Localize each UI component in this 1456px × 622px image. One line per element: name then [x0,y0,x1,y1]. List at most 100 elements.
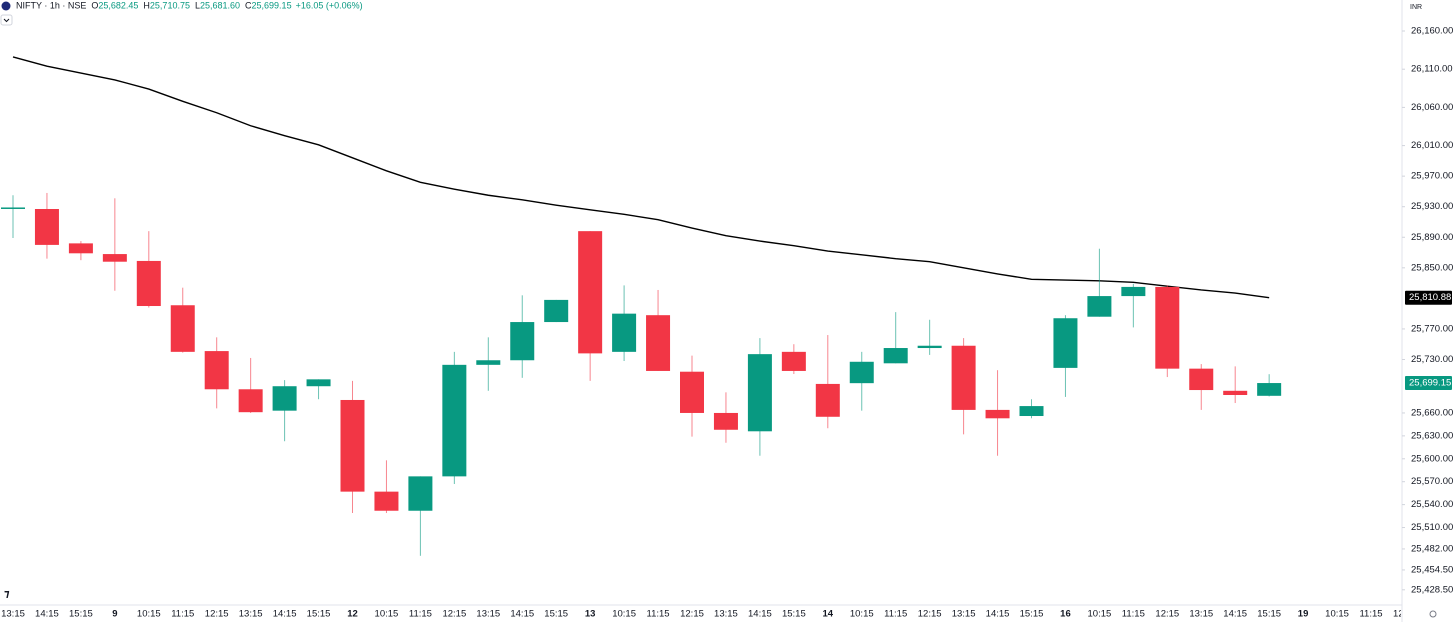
y-tick-label: 25,770.00 [1411,323,1453,334]
candle-body [747,354,772,432]
collapse-icon [3,18,10,23]
y-tick-label: 25,730.00 [1411,354,1453,365]
candle-body [951,345,976,410]
x-tick-label: 11:15 [1359,609,1382,620]
y-tick-label: 25,660.00 [1411,407,1453,418]
x-tick-label: 12:15 [1393,609,1417,620]
x-tick-label: 16 [1060,609,1071,620]
candle-body [578,231,603,354]
x-tick-label: 15:15 [1020,609,1044,620]
x-tick-label: 14:15 [510,609,534,620]
candle-body [849,361,874,384]
legend-text: 25,682.45 [98,1,138,11]
legend-text: 25,710.75 [150,1,190,11]
y-tick-label: 25,540.00 [1411,499,1453,510]
x-tick-label: 15:15 [1257,609,1281,620]
legend-text: 25,681.60 [200,1,240,11]
x-tick-label: 13:15 [714,609,738,620]
y-tick-label: 26,010.00 [1411,140,1453,151]
y-tick-label: 25,510.00 [1411,522,1453,533]
y-tick-label: 25,482.00 [1411,543,1453,554]
candle-body [680,371,704,413]
x-tick-label: 19 [1298,609,1309,620]
x-tick-label: 11:15 [171,609,194,620]
candle-body [1155,286,1180,369]
price-label: 25,810.88 [1409,292,1451,303]
candle-body [238,389,263,413]
x-tick-label: 11:15 [1122,609,1145,620]
x-tick-label: 14:15 [1223,609,1247,620]
x-tick-label: 12:15 [680,609,704,620]
x-tick-label: 10:15 [1325,609,1349,620]
x-tick-label: 12:15 [442,609,466,620]
candle-body [102,254,127,262]
candle-body [34,209,59,245]
candle-body [408,476,433,511]
x-tick-label: 12:15 [1155,609,1179,620]
candle-body [510,322,535,361]
x-tick-label: 13:15 [1,609,25,620]
y-tick-label: 25,970.00 [1411,171,1453,182]
settings-icon[interactable] [1429,610,1437,618]
candle-body [170,305,195,352]
x-tick-label: 13:15 [1189,609,1213,620]
x-tick-label: 12:15 [205,609,229,620]
y-tick-label: 25,428.50 [1411,584,1453,595]
candle-body [713,412,738,430]
x-tick-label: 13 [585,609,596,620]
candle-body [1189,368,1214,391]
x-tick-label: 15:15 [782,609,806,620]
candle-body [204,351,229,390]
candle-body [1,207,25,209]
x-tick-label: 11:15 [647,609,670,620]
price-label-box [1405,290,1452,305]
tv-logo: ⁊ [4,588,10,600]
x-tick-label: 15:15 [544,609,568,620]
candle-body [1087,296,1112,317]
y-tick-label: 25,600.00 [1411,453,1453,464]
legend-text: C [245,1,252,11]
legend-text: O [91,1,98,11]
candle-body [1257,383,1282,396]
x-tick-label: 9 [112,609,117,620]
y-tick-label: 26,160.00 [1411,26,1453,37]
legend-text: 25,699.15 [252,1,292,11]
x-tick-label: 10:15 [850,609,874,620]
candle-body [1121,286,1146,297]
collapse-button[interactable] [0,14,13,26]
candle-body [544,299,569,323]
x-tick-label: 13:15 [239,609,263,620]
x-tick-label: 10:15 [375,609,399,620]
y-tick-label: 25,890.00 [1411,232,1453,243]
x-tick-label: 10:15 [612,609,636,620]
x-tick-label: 14 [823,609,834,620]
candle-body [815,383,840,417]
y-tick-label: 25,454.50 [1411,564,1453,575]
candle-body [306,379,331,387]
x-tick-label: 14:15 [35,609,59,620]
y-tick-label: 25,570.00 [1411,476,1453,487]
plot [1,56,1282,556]
candle-body [476,360,501,365]
currency[interactable]: INR [1410,4,1422,11]
x-tick-label: 14:15 [748,609,772,620]
candle-body [136,260,161,307]
y-tick-label: 25,630.00 [1411,430,1453,441]
candle-body [68,243,93,254]
candle-body [985,409,1010,419]
moving-average [12,56,1270,299]
x-tick-label: 12 [347,609,358,620]
x-tick-label: 10:15 [137,609,161,620]
y-tick-label: 25,850.00 [1411,262,1453,273]
candle-body [442,364,467,477]
price-label: 25,699.15 [1409,378,1451,389]
x-tick-label: 13:15 [476,609,500,620]
candle-body [1053,318,1078,368]
legend-header: NIFTY · 1h · NSE O25,682.45 H25,710.75 L25,… [16,1,363,11]
candle-body [612,313,637,352]
price-label-box [1405,376,1452,391]
y-tick-label: 26,060.00 [1411,102,1453,113]
candle-body [917,345,942,349]
x-tick-label: 11:15 [409,609,432,620]
